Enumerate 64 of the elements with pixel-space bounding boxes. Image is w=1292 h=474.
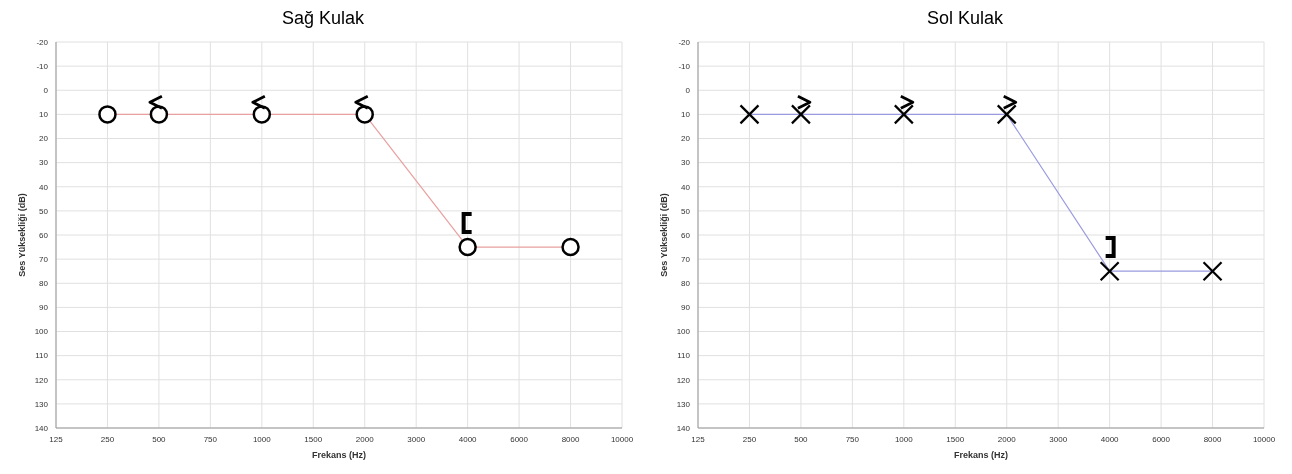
x-tick-label: 125: [49, 434, 64, 444]
y-tick-label: 50: [681, 206, 691, 216]
x-tick-label: 250: [742, 434, 757, 444]
x-tick-label: 4000: [458, 434, 478, 444]
y-tick-label: 110: [35, 351, 49, 361]
x-tick-label: 750: [845, 434, 860, 444]
y-tick-label: -20: [36, 37, 49, 47]
y-tick-label: 120: [676, 375, 691, 385]
y-tick-label: 100: [676, 327, 691, 337]
x-tick-label: 10000: [610, 434, 634, 444]
y-tick-label: 20: [39, 134, 49, 144]
x-tick-label: 500: [794, 434, 809, 444]
y-tick-label: 60: [39, 230, 49, 240]
x-tick-label: 6000: [1152, 434, 1171, 444]
y-tick-label: 30: [681, 158, 691, 168]
y-tick-label: 130: [34, 399, 49, 409]
chart-title: Sol Kulak: [925, 8, 1004, 30]
x-tick-label: 1000: [252, 434, 272, 444]
y-axis-title: Ses Yüksekliği (dB): [659, 193, 670, 277]
y-tick-label: 100: [34, 327, 49, 337]
y-axis-title: Ses Yüksekliği (dB): [17, 193, 28, 277]
y-tick-label: 10: [681, 110, 691, 120]
y-tick-label: 110: [677, 351, 691, 361]
y-tick-label: -10: [678, 61, 691, 71]
x-tick-label: 125: [691, 434, 706, 444]
y-tick-label: 30: [39, 158, 49, 168]
y-tick-label: 90: [39, 303, 49, 313]
x-tick-label: 4000: [1100, 434, 1120, 444]
y-tick-label: 70: [39, 254, 49, 264]
x-tick-label: 500: [152, 434, 167, 444]
x-tick-label: 1500: [304, 434, 323, 444]
y-tick-label: 50: [39, 206, 49, 216]
y-tick-label: 120: [34, 375, 49, 385]
y-tick-label: -10: [36, 61, 49, 71]
x-tick-label: 1000: [894, 434, 914, 444]
y-tick-label: 10: [39, 110, 49, 120]
y-tick-label: 130: [676, 399, 691, 409]
y-tick-label: 70: [681, 254, 691, 264]
x-tick-label: 10000: [1252, 434, 1276, 444]
x-tick-label: 750: [203, 434, 218, 444]
x-tick-label: 1500: [946, 434, 965, 444]
y-tick-label: -20: [678, 37, 691, 47]
y-tick-label: 140: [34, 423, 49, 433]
y-tick-label: 40: [681, 182, 691, 192]
x-axis-title: Frekans (Hz): [953, 450, 1009, 460]
y-tick-label: 20: [681, 134, 691, 144]
x-tick-label: 8000: [561, 434, 580, 444]
x-tick-label: 250: [100, 434, 115, 444]
x-tick-label: 2000: [355, 434, 375, 444]
x-tick-label: 2000: [997, 434, 1017, 444]
y-tick-label: 0: [43, 86, 49, 96]
x-tick-label: 3000: [1049, 434, 1068, 444]
y-tick-label: 140: [676, 423, 691, 433]
x-tick-label: 3000: [407, 434, 426, 444]
y-tick-label: 80: [681, 279, 691, 289]
x-tick-label: 6000: [510, 434, 529, 444]
y-tick-label: 80: [39, 279, 49, 289]
x-tick-label: 8000: [1203, 434, 1222, 444]
x-axis-title: Frekans (Hz): [311, 450, 367, 460]
y-tick-label: 60: [681, 230, 691, 240]
chart-title: Sağ Kulak: [280, 8, 366, 30]
y-tick-label: 40: [39, 182, 49, 192]
y-tick-label: 90: [681, 303, 691, 313]
y-tick-label: 0: [685, 86, 691, 96]
